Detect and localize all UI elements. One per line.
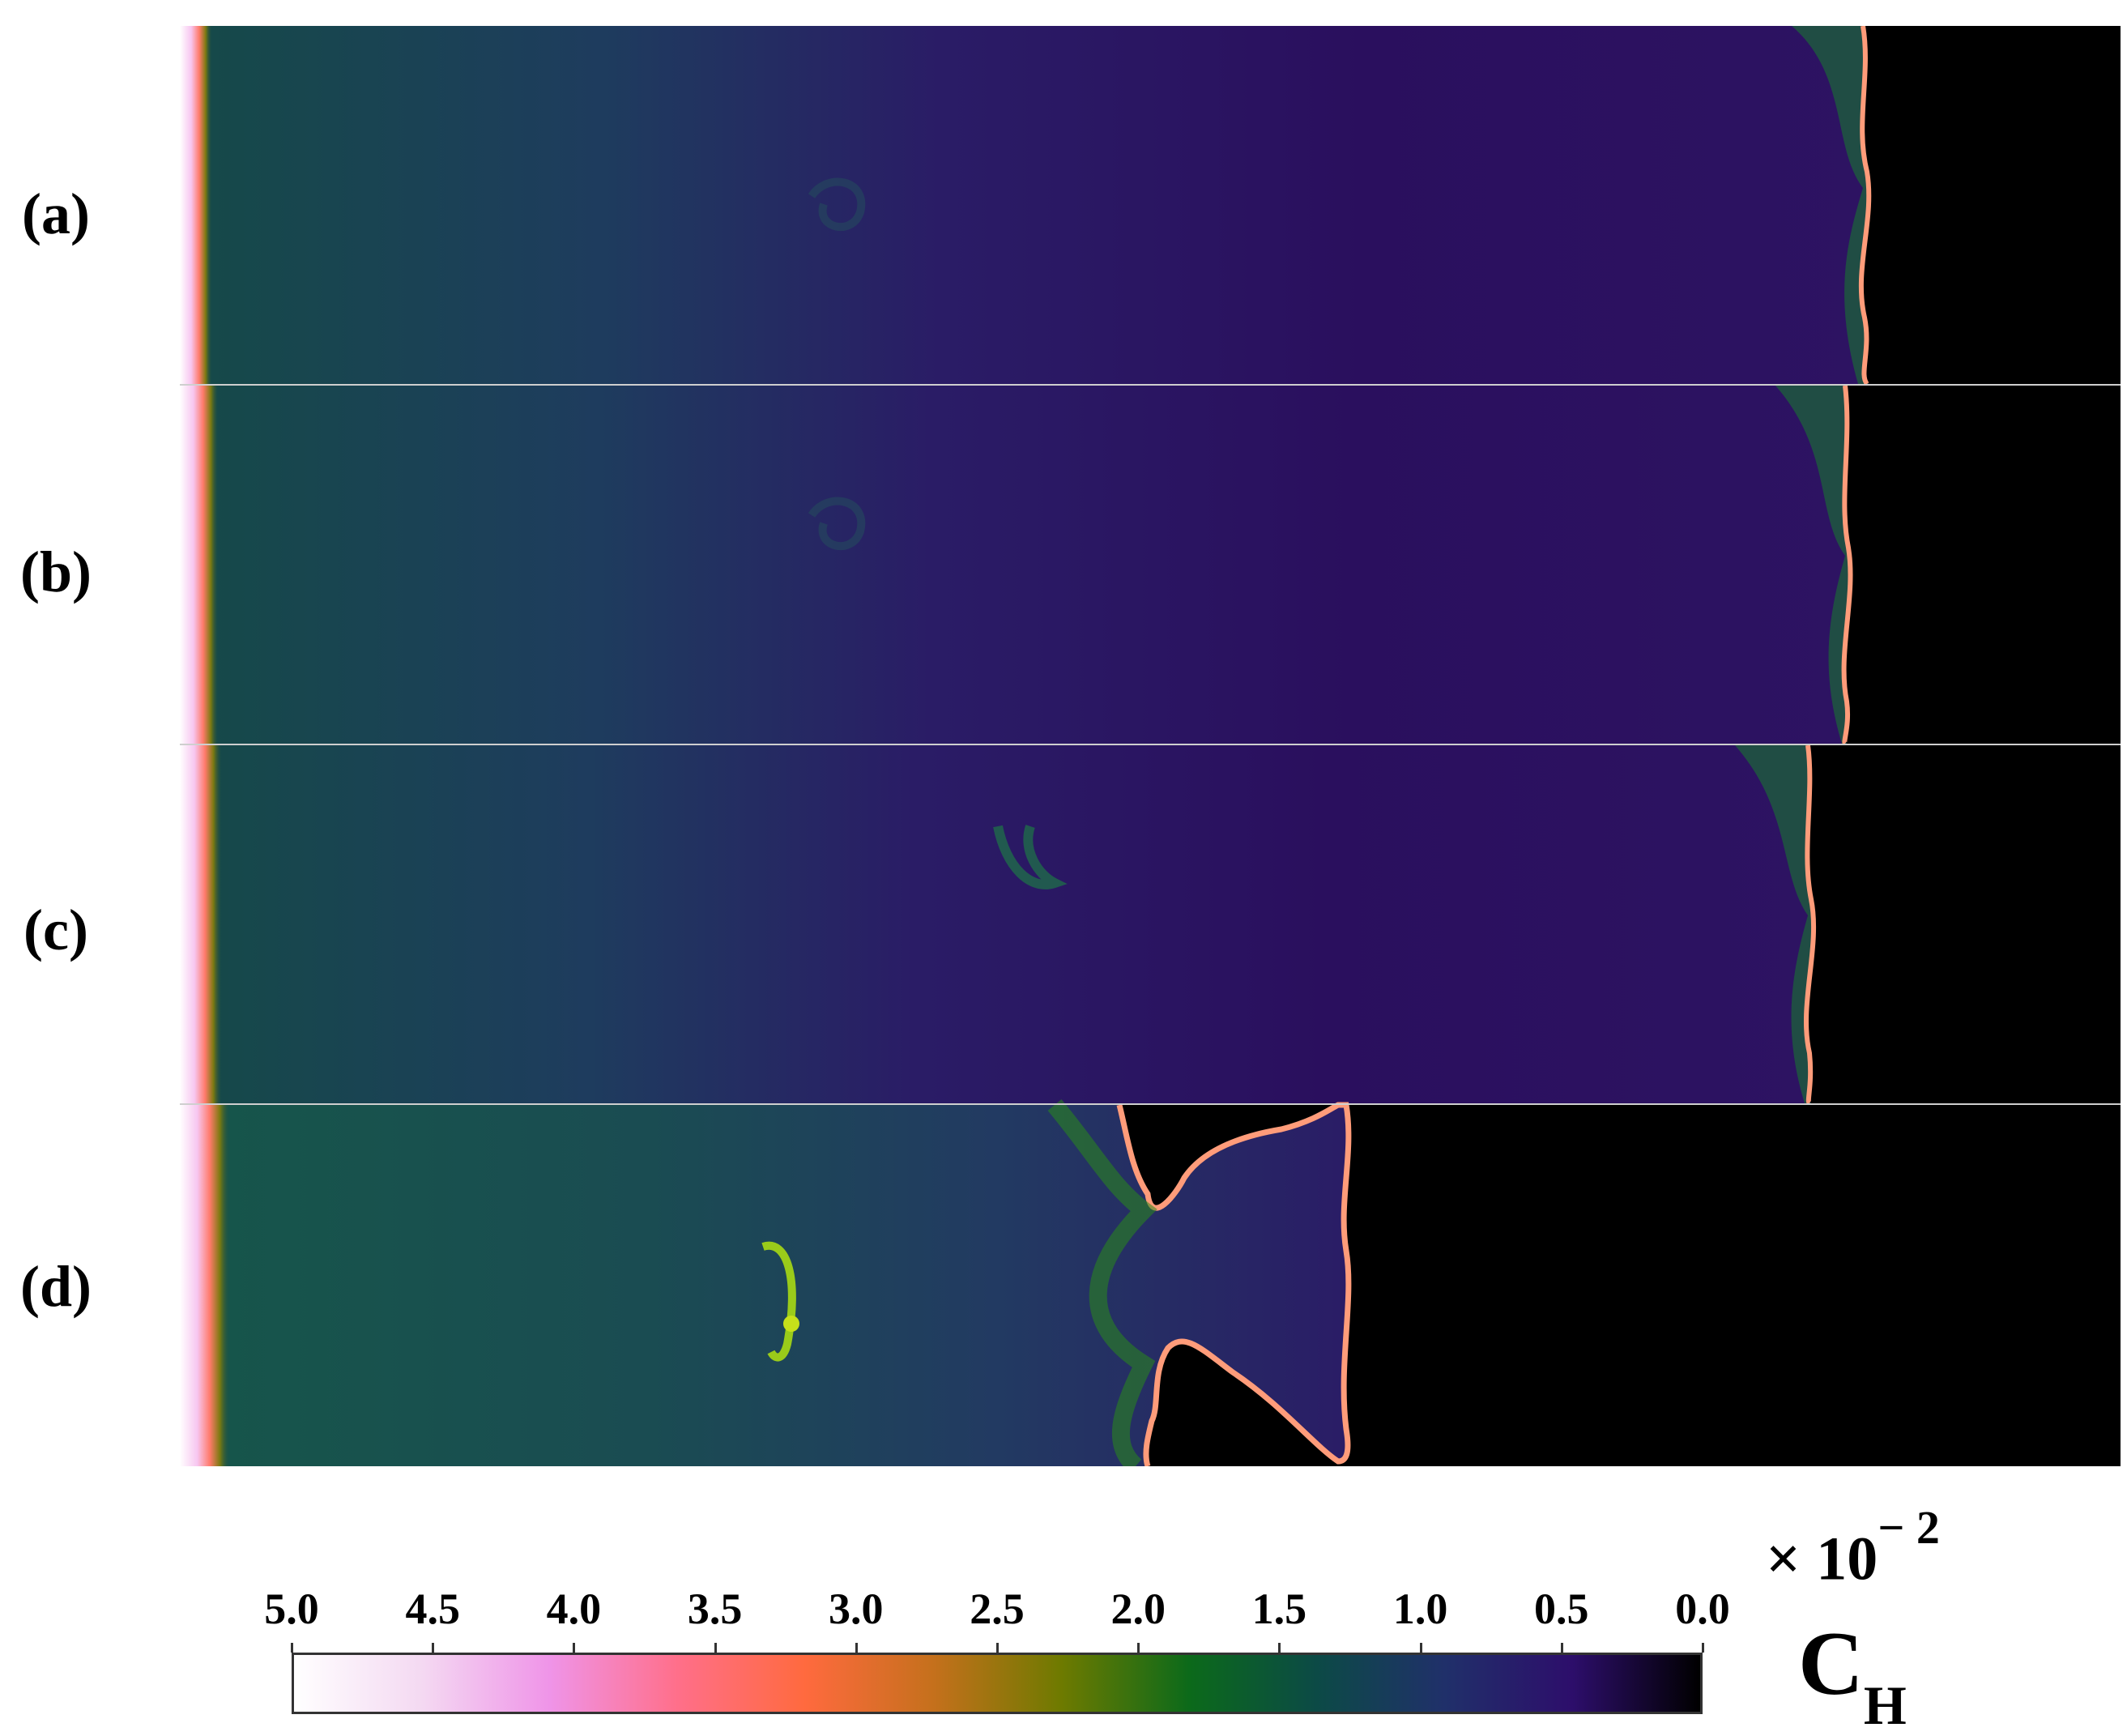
colorbar-tick-label: 0.0 [1675,1585,1730,1633]
colorbar-gradient [292,1653,1703,1714]
colorbar-tick-label: 1.0 [1392,1585,1448,1633]
colorbar-tick-label: 5.0 [264,1585,319,1633]
panel-label-d: (d) [20,1254,92,1319]
colorbar-tick-mark [714,1643,717,1653]
colorbar-tick-mark [996,1643,999,1653]
colorbar-tick-mark [1137,1643,1140,1653]
colorbar-tick-mark [1278,1643,1281,1653]
colorbar-tick-label: 0.5 [1534,1585,1589,1633]
colorbar-tick-label: 3.0 [829,1585,884,1633]
separator-cd [180,1103,2121,1105]
separator-ab [180,384,2121,386]
colorbar-tick-label: 2.5 [970,1585,1025,1633]
colorbar-tick-label: 2.0 [1110,1585,1166,1633]
panel-a-field [180,26,2121,386]
variable-subscript: H [1863,1674,1907,1736]
colorbar-tick-label: 1.5 [1251,1585,1307,1633]
colorbar-variable-label: CH [1798,1612,1907,1736]
multiplier-exponent: − 2 [1878,1501,1940,1554]
panel-label-a: (a) [22,181,90,246]
multiplier-base: × 10 [1766,1525,1878,1593]
colorbar-tick-mark [573,1643,576,1653]
panel-d-field [180,1098,2121,1466]
colorbar-tick-label: 3.5 [687,1585,743,1633]
variable-symbol: C [1798,1614,1864,1714]
panel-c-field [180,744,2121,1106]
colorbar-tick-mark [1419,1643,1422,1653]
colorbar-tick-mark [291,1643,293,1653]
colorbar-tick-mark [432,1643,435,1653]
colorbar-multiplier: × 10− 2 [1766,1501,1940,1594]
separator-bc [180,744,2121,745]
panel-label-b: (b) [20,540,92,604]
colorbar-tick-mark [1560,1643,1563,1653]
panel-b-field [180,385,2121,746]
colorbar-tick-mark [1702,1643,1704,1653]
colorbar-tick-label: 4.5 [405,1585,460,1633]
colorbar-tick-mark [855,1643,858,1653]
panel-label-c: (c) [23,898,88,962]
colorbar-tick-label: 4.0 [546,1585,602,1633]
concentration-field-figure [180,26,2121,1466]
